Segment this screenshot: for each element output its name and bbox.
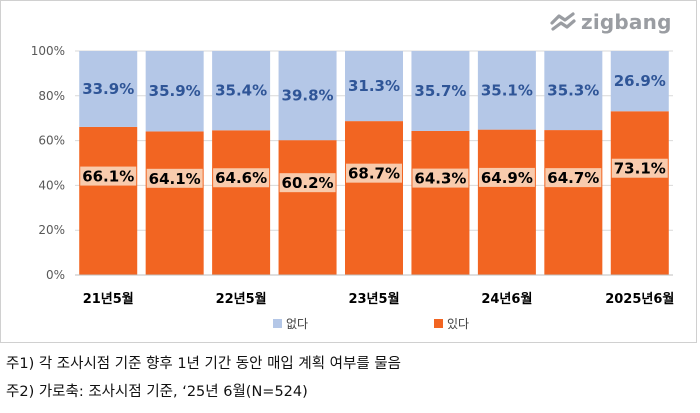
data-label-yes: 64.7%	[547, 169, 599, 187]
data-label-yes: 64.3%	[414, 170, 466, 188]
legend-swatch	[273, 319, 282, 328]
bar-no	[544, 51, 603, 131]
data-label-no: 33.9%	[82, 80, 134, 98]
bar-yes	[212, 130, 271, 275]
data-label-no: 31.3%	[348, 77, 400, 95]
bar-no	[212, 51, 271, 131]
legend-label: 없다	[286, 317, 308, 331]
data-label-yes: 64.9%	[481, 169, 533, 187]
y-tick-label: 60%	[38, 134, 65, 148]
bar-yes	[278, 140, 337, 275]
legend-swatch	[434, 319, 443, 328]
data-label-no: 39.8%	[282, 87, 334, 105]
bar-no	[610, 51, 669, 112]
bar-yes	[79, 126, 138, 275]
footnote-1: 주1) 각 조사시점 기준 향후 1년 기간 동안 매입 계획 여부를 물음	[6, 356, 401, 372]
data-label-bg	[412, 168, 469, 188]
data-label-no: 35.7%	[414, 82, 466, 100]
bar-yes	[610, 111, 669, 275]
logo-text: zigbang	[581, 10, 672, 34]
chart-frame: 0% 20% 40% 60% 80% 100% 66.1% 33.9% 21년5월 64.1% 35…	[0, 0, 697, 343]
footnote-2: 주2) 가로축: 조사시점 기준, ‘25년 6월(N=524)	[6, 384, 308, 400]
x-tick-label: 21년5월	[83, 291, 134, 307]
bar-yes	[544, 130, 603, 275]
bar-no	[477, 51, 536, 130]
legend-label: 있다	[447, 317, 469, 331]
data-label-no: 35.4%	[215, 82, 267, 100]
y-tick-label: 80%	[38, 89, 65, 103]
data-label-yes: 66.1%	[82, 168, 134, 186]
data-label-yes: 73.1%	[614, 160, 666, 178]
data-label-yes: 68.7%	[348, 165, 400, 183]
bar-yes	[477, 129, 536, 275]
x-tick-label: 23년5월	[348, 291, 399, 307]
y-tick-label: 0%	[46, 268, 65, 282]
data-label-bg	[80, 166, 137, 186]
bar-yes	[145, 131, 204, 275]
data-label-yes: 60.2%	[282, 174, 334, 192]
bar-yes	[411, 130, 470, 275]
stacked-bar-chart: 0% 20% 40% 60% 80% 100% 66.1% 33.9% 21년5월 64.1% 35…	[31, 44, 675, 331]
bar-no	[411, 51, 470, 131]
data-label-bg	[213, 168, 270, 188]
bar-no	[278, 51, 337, 141]
x-tick-label: 22년5월	[216, 291, 267, 307]
data-label-no: 35.9%	[149, 82, 201, 100]
data-label-yes: 64.1%	[149, 170, 201, 188]
data-label-bg	[279, 173, 336, 193]
data-label-no: 35.3%	[547, 82, 599, 100]
brand-logo: zigbang	[549, 7, 689, 37]
y-tick-label: 40%	[38, 178, 65, 192]
data-label-bg	[478, 167, 535, 187]
bar-yes	[345, 121, 403, 275]
bar-no	[145, 51, 204, 132]
x-tick-label: 24년6월	[481, 291, 532, 307]
data-label-no: 26.9%	[614, 72, 666, 90]
data-label-bg	[611, 158, 668, 178]
data-label-bg	[346, 163, 402, 183]
y-tick-label: 100%	[31, 44, 65, 58]
bar-no	[345, 51, 403, 122]
data-label-no: 35.1%	[481, 81, 533, 99]
zigbang-logo-icon	[550, 12, 576, 31]
data-label-bg	[146, 168, 203, 188]
y-tick-label: 20%	[38, 223, 65, 237]
bar-no	[79, 51, 138, 127]
data-label-yes: 64.6%	[215, 169, 267, 187]
x-tick-label: 2025년6월	[605, 291, 674, 307]
data-label-bg	[545, 168, 602, 188]
